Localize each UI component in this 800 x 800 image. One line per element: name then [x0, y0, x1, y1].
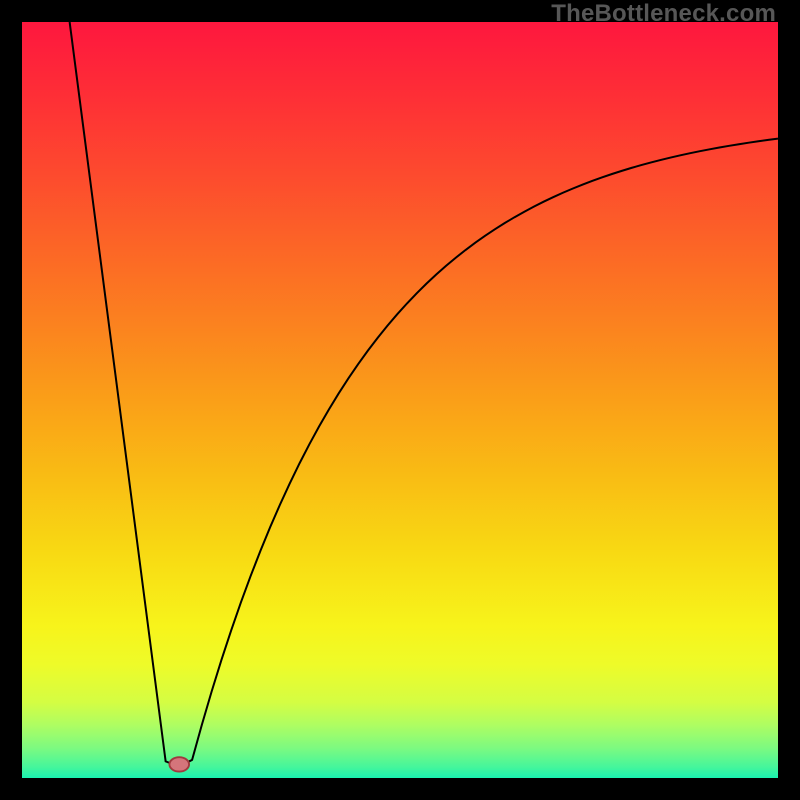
chart-frame: TheBottleneck.com	[0, 0, 800, 800]
watermark-text: TheBottleneck.com	[551, 0, 776, 28]
bottleneck-chart	[22, 22, 778, 778]
plot-area	[22, 22, 778, 778]
gradient-background	[22, 22, 778, 778]
minimum-marker	[169, 757, 189, 771]
